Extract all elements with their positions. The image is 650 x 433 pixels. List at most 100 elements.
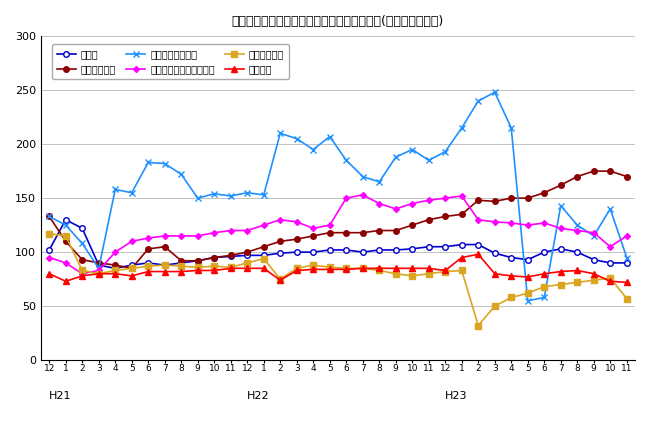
電子部品・デバイス工業 xyxy=(343,196,350,201)
情報通信機械工業 xyxy=(62,223,70,228)
鉱工業 xyxy=(194,258,202,263)
情報通信機械工業 xyxy=(46,214,53,219)
輸送機械工業 xyxy=(309,262,317,268)
一般機械工業 xyxy=(211,255,218,260)
鉱工業 xyxy=(276,251,284,256)
輸送機械工業 xyxy=(227,265,235,270)
電子部品・デバイス工業 xyxy=(441,196,449,201)
一般機械工業 xyxy=(524,196,532,201)
輸送機械工業 xyxy=(359,266,367,271)
電子部品・デバイス工業 xyxy=(392,206,400,211)
鉱工業 xyxy=(177,260,185,265)
電子部品・デバイス工業 xyxy=(573,228,581,233)
電子部品・デバイス工業 xyxy=(79,271,86,276)
鉱工業 xyxy=(144,260,152,265)
輸送機械工業 xyxy=(144,264,152,269)
情報通信機械工業 xyxy=(144,160,152,165)
一般機械工業 xyxy=(227,253,235,258)
一般機械工業 xyxy=(343,230,350,235)
一般機械工業 xyxy=(260,244,268,249)
化学工業 xyxy=(623,280,630,285)
輸送機械工業 xyxy=(590,278,597,283)
鉱工業 xyxy=(590,257,597,262)
化学工業 xyxy=(326,267,333,272)
情報通信機械工業 xyxy=(458,125,465,130)
一般機械工業 xyxy=(46,214,53,219)
電子部品・デバイス工業 xyxy=(458,194,465,199)
化学工業 xyxy=(441,268,449,273)
電子部品・デバイス工業 xyxy=(606,244,614,249)
輸送機械工業 xyxy=(62,233,70,239)
一般機械工業 xyxy=(144,246,152,252)
鉱工業 xyxy=(508,255,515,260)
一般機械工業 xyxy=(573,174,581,179)
鉱工業 xyxy=(293,249,301,255)
情報通信機械工業 xyxy=(474,98,482,103)
情報通信機械工業 xyxy=(211,191,218,197)
化学工業 xyxy=(227,266,235,271)
化学工業 xyxy=(177,269,185,274)
情報通信機械工業 xyxy=(79,241,86,246)
化学工業 xyxy=(144,269,152,274)
輸送機械工業 xyxy=(111,268,119,273)
情報通信機械工業 xyxy=(227,194,235,199)
一般機械工業 xyxy=(128,266,136,271)
化学工業 xyxy=(359,266,367,271)
鉱工業 xyxy=(343,247,350,252)
化学工業 xyxy=(590,271,597,276)
鉱工業 xyxy=(573,249,581,255)
電子部品・デバイス工業 xyxy=(408,201,416,206)
鉱工業 xyxy=(359,249,367,255)
化学工業 xyxy=(62,279,70,284)
化学工業 xyxy=(425,266,433,271)
鉱工業 xyxy=(95,262,103,268)
輸送機械工業 xyxy=(425,271,433,276)
化学工業 xyxy=(491,271,499,276)
鉱工業 xyxy=(557,246,565,252)
一般機械工業 xyxy=(309,233,317,239)
鉱工業 xyxy=(111,266,119,271)
化学工業 xyxy=(458,255,465,260)
輸送機械工業 xyxy=(161,262,168,268)
一般機械工業 xyxy=(62,239,70,244)
Text: H22: H22 xyxy=(247,391,270,401)
化学工業 xyxy=(508,273,515,278)
電子部品・デバイス工業 xyxy=(276,217,284,222)
電子部品・デバイス工業 xyxy=(46,255,53,260)
Title: 三重県鉱工業生産及び主要業種別指数の推移(季節調整済指数): 三重県鉱工業生産及び主要業種別指数の推移(季節調整済指数) xyxy=(232,15,444,28)
電子部品・デバイス工業 xyxy=(260,223,268,228)
電子部品・デバイス工業 xyxy=(623,233,630,239)
輸送機械工業 xyxy=(441,269,449,274)
化学工業 xyxy=(375,266,383,271)
輸送機械工業 xyxy=(79,268,86,273)
一般機械工業 xyxy=(243,249,251,255)
Line: 一般機械工業: 一般機械工業 xyxy=(46,168,630,271)
Line: 電子部品・デバイス工業: 電子部品・デバイス工業 xyxy=(47,193,629,276)
鉱工業 xyxy=(128,262,136,268)
Line: 鉱工業: 鉱工業 xyxy=(46,217,630,271)
鉱工業 xyxy=(62,217,70,222)
輸送機械工業 xyxy=(293,266,301,271)
輸送機械工業 xyxy=(343,266,350,271)
一般機械工業 xyxy=(194,258,202,263)
情報通信機械工業 xyxy=(408,147,416,152)
情報通信機械工業 xyxy=(425,158,433,163)
化学工業 xyxy=(79,273,86,278)
鉱工業 xyxy=(458,242,465,247)
電子部品・デバイス工業 xyxy=(557,226,565,231)
化学工業 xyxy=(573,268,581,273)
鉱工業 xyxy=(227,254,235,259)
鉱工業 xyxy=(161,262,168,268)
化学工業 xyxy=(46,271,53,276)
化学工業 xyxy=(128,273,136,278)
一般機械工業 xyxy=(441,214,449,219)
情報通信機械工業 xyxy=(194,196,202,201)
一般機械工業 xyxy=(392,228,400,233)
一般機械工業 xyxy=(474,198,482,203)
電子部品・デバイス工業 xyxy=(474,217,482,222)
一般機械工業 xyxy=(458,212,465,217)
鉱工業 xyxy=(425,244,433,249)
電子部品・デバイス工業 xyxy=(144,236,152,241)
情報通信機械工業 xyxy=(508,125,515,130)
鉱工業 xyxy=(243,253,251,258)
